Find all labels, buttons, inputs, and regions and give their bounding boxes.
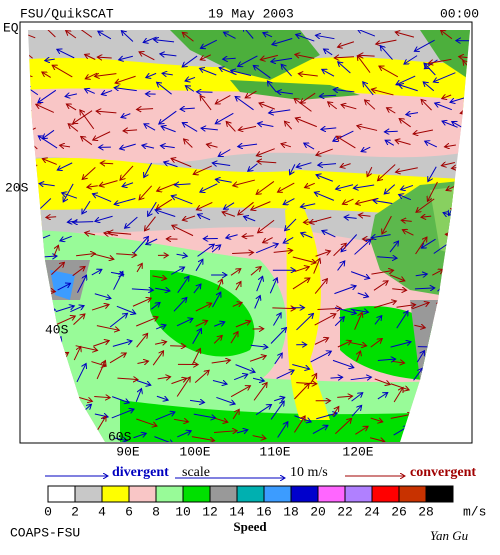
wind-arrow <box>46 217 56 218</box>
colorbar-label: 16 <box>256 504 272 519</box>
footer-left: COAPS-FSU <box>10 525 80 540</box>
colorbar-swatch <box>372 486 399 502</box>
lon-label: 120E <box>342 444 373 459</box>
wind-arrow <box>472 341 487 343</box>
header-date: 19 May 2003 <box>208 6 294 21</box>
lat-label: 20S <box>5 180 29 195</box>
colorbar-label: 2 <box>71 504 79 519</box>
colorbar-swatch <box>426 486 453 502</box>
colorbar-label: 10 <box>175 504 191 519</box>
convergent-label: convergent <box>410 465 476 480</box>
colorbar-swatch <box>129 486 156 502</box>
lon-label: 90E <box>116 444 140 459</box>
colorbar-label: 22 <box>337 504 353 519</box>
colorbar-swatch <box>264 486 291 502</box>
colorbar-swatch <box>345 486 372 502</box>
wind-arrow <box>475 272 494 274</box>
colorbar-label: 28 <box>418 504 434 519</box>
colorbar-unit: m/s <box>463 504 486 519</box>
colorbar-label: 0 <box>44 504 52 519</box>
colorbar-swatch <box>318 486 345 502</box>
scale-speed: 10 m/s <box>290 465 328 480</box>
header-time: 00:00 <box>440 6 479 21</box>
colorbar-swatch <box>291 486 318 502</box>
wind-arrow <box>73 222 94 223</box>
colorbar-swatch <box>210 486 237 502</box>
colorbar-label: 4 <box>98 504 106 519</box>
colorbar-label: 20 <box>310 504 326 519</box>
lat-label: EQ <box>3 20 19 35</box>
footer-right: Yan Gu <box>430 528 469 543</box>
wind-arrow <box>473 382 492 384</box>
colorbar-swatch <box>156 486 183 502</box>
header-title: FSU/QuikSCAT <box>20 6 114 21</box>
colorbar-label: 12 <box>202 504 218 519</box>
colorbar-label: 6 <box>125 504 133 519</box>
colorbar-swatch <box>102 486 129 502</box>
lat-label: 60S <box>108 429 132 444</box>
wind-arrow <box>473 405 491 417</box>
wind-arrow <box>384 131 397 132</box>
wind-arrow <box>477 425 492 433</box>
colorbar-swatch <box>75 486 102 502</box>
colorbar-label: 26 <box>391 504 407 519</box>
lon-label: 100E <box>179 444 210 459</box>
colorbar-swatch <box>237 486 264 502</box>
wind-arrow <box>100 163 113 164</box>
wind-arrow <box>477 386 489 398</box>
colorbar-swatch <box>399 486 426 502</box>
wind-arrow <box>474 366 496 372</box>
lon-label: 110E <box>259 444 290 459</box>
colorbar-label: 14 <box>229 504 245 519</box>
colorbar-title: Speed <box>233 519 267 534</box>
colorbar-label: 8 <box>152 504 160 519</box>
colorbar-label: 24 <box>364 504 380 519</box>
wind-arrow <box>472 293 489 307</box>
divergent-label: divergent <box>112 465 169 480</box>
wind-arrow <box>473 314 483 328</box>
wind-arrow <box>197 92 213 93</box>
colorbar-swatch <box>183 486 210 502</box>
colorbar-swatch <box>48 486 75 502</box>
lat-label: 40S <box>45 322 69 337</box>
colorbar-label: 18 <box>283 504 299 519</box>
